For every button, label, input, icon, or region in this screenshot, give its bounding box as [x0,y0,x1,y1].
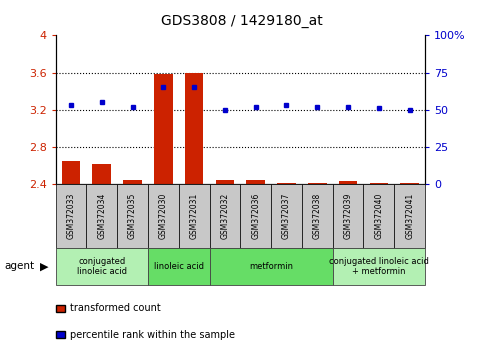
Text: GSM372041: GSM372041 [405,193,414,239]
Bar [246,180,265,184]
Bar [123,180,142,184]
Bar [56,184,86,248]
Text: ▶: ▶ [40,261,48,272]
Bar [339,181,357,184]
Text: transformed count: transformed count [70,303,161,313]
Text: linoleic acid: linoleic acid [154,262,204,271]
Text: GSM372033: GSM372033 [67,193,75,239]
Bar [240,184,271,248]
Text: conjugated linoleic acid
+ metformin: conjugated linoleic acid + metformin [329,257,429,276]
Bar [394,184,425,248]
Bar [271,184,302,248]
Bar [369,183,388,184]
Bar [400,183,419,184]
Bar [148,184,179,248]
Bar [210,184,240,248]
Bar [215,180,234,184]
Bar [333,248,425,285]
Bar [333,184,364,248]
Bar [364,184,394,248]
Text: agent: agent [5,261,35,272]
Text: GSM372036: GSM372036 [251,193,260,239]
Text: conjugated
linoleic acid: conjugated linoleic acid [77,257,127,276]
Bar [86,184,117,248]
Bar [308,183,327,184]
Bar [277,183,296,184]
Bar [62,161,80,184]
Bar [56,248,148,285]
Text: GSM372037: GSM372037 [282,193,291,239]
Bar [92,164,111,184]
Bar [154,74,172,184]
Text: metformin: metformin [249,262,293,271]
Bar [302,184,333,248]
Text: GSM372038: GSM372038 [313,193,322,239]
Bar [117,184,148,248]
Bar [179,184,210,248]
Text: GSM372031: GSM372031 [190,193,199,239]
Text: GSM372032: GSM372032 [220,193,229,239]
Bar [185,73,203,184]
Text: GSM372030: GSM372030 [159,193,168,239]
Text: GDS3808 / 1429180_at: GDS3808 / 1429180_at [161,14,322,28]
Text: percentile rank within the sample: percentile rank within the sample [70,330,235,339]
Text: GSM372040: GSM372040 [374,193,384,239]
Text: GSM372034: GSM372034 [97,193,106,239]
Bar [148,248,210,285]
Text: GSM372039: GSM372039 [343,193,353,239]
Bar [210,248,333,285]
Text: GSM372035: GSM372035 [128,193,137,239]
